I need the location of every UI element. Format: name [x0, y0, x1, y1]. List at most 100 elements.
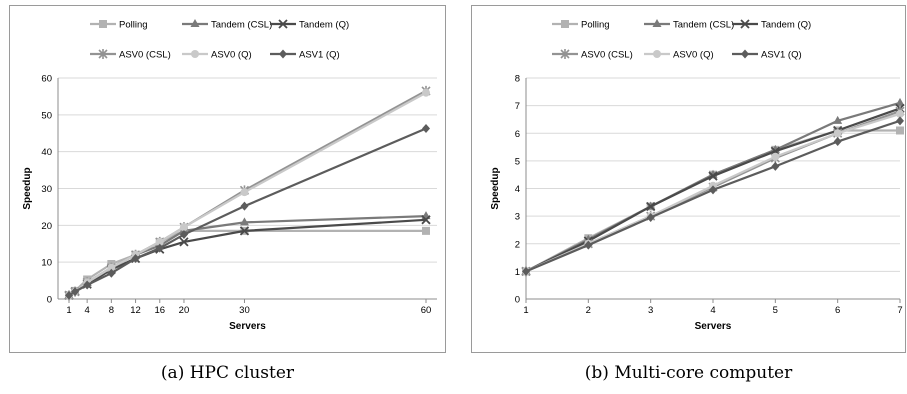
legend-label-polling: Polling	[119, 20, 148, 31]
data-point-tandem-csl	[833, 115, 843, 124]
data-point-asv1-q	[833, 137, 842, 147]
caption-hpc-cluster: (a) HPC cluster	[160, 363, 295, 383]
data-point-asv0-q	[833, 129, 842, 138]
x-tick-label: 20	[179, 305, 190, 316]
series-group	[64, 85, 431, 301]
legend-label-tandem-csl: Tandem (CSL)	[673, 20, 734, 31]
data-point-asv1-q	[131, 253, 140, 263]
x-tick-label: 1	[66, 305, 71, 316]
data-point-polling	[896, 126, 904, 135]
data-point-asv0-q	[107, 263, 116, 272]
x-tick-label: 3	[648, 305, 653, 316]
x-tick-label: 30	[239, 305, 250, 316]
x-tick-label: 16	[154, 305, 165, 316]
data-point-tandem-q	[708, 171, 718, 181]
legend-label-tandem-q: Tandem (Q)	[299, 20, 349, 31]
data-point-asv0-q	[240, 188, 249, 197]
y-tick-label: 50	[41, 110, 52, 121]
legend: Polling Tandem (CSL) Tandem (Q) ASV0 (CSL) A…	[552, 19, 811, 61]
data-point-asv0-q	[896, 109, 904, 118]
chart-panel-hpc: 0 10 20 30 40 50 60 1 4 8 12 16 20 30 60 Servers Speedup…	[9, 5, 446, 353]
y-tick-label: 1	[515, 267, 520, 278]
legend-marker-tandem-csl	[652, 19, 662, 27]
legend-label-asv0-q: ASV0 (Q)	[211, 50, 252, 61]
data-point-tandem-q	[239, 226, 250, 236]
x-tick-label: 12	[130, 305, 141, 316]
legend-marker-asv0-csl	[560, 49, 570, 59]
legend-label-tandem-csl: Tandem (CSL)	[211, 20, 272, 31]
legend-label-asv0-csl: ASV0 (CSL)	[581, 50, 633, 61]
x-tick-label: 8	[109, 305, 114, 316]
data-point-asv1-q	[65, 290, 73, 300]
data-point-asv1-q	[422, 123, 430, 133]
legend-marker-polling	[561, 20, 569, 28]
legend-marker-tandem-q	[740, 19, 750, 29]
data-point-tandem-csl	[895, 97, 905, 106]
legend-label-tandem-q: Tandem (Q)	[761, 20, 811, 31]
y-tick-label: 3	[515, 212, 520, 223]
y-tick-label: 30	[41, 184, 52, 195]
legend-label-polling: Polling	[581, 20, 610, 31]
legend-marker-polling	[99, 20, 107, 28]
y-tick-label: 5	[515, 156, 520, 167]
legend: Polling Tandem (CSL) Tandem (Q) ASV0 (CSL) A…	[90, 19, 349, 61]
data-point-asv0-q	[179, 223, 188, 232]
data-point-tandem-q	[179, 237, 189, 247]
x-tick-label: 7	[897, 305, 902, 316]
data-point-asv1-q	[771, 161, 780, 171]
series-line-polling	[68, 229, 426, 297]
x-tick-label: 2	[586, 305, 591, 316]
y-tick-label: 7	[515, 101, 520, 112]
legend-label-asv0-q: ASV0 (Q)	[673, 50, 714, 61]
data-point-asv1-q	[83, 280, 92, 290]
y-tick-label: 10	[41, 258, 52, 269]
data-point-asv1-q	[709, 185, 717, 195]
legend-marker-tandem-csl	[190, 19, 200, 27]
legend-label-asv0-csl: ASV0 (CSL)	[119, 50, 171, 61]
x-axis-title: Servers	[695, 321, 732, 332]
legend-label-asv1-q: ASV1 (Q)	[299, 50, 340, 61]
y-tick-label: 2	[515, 239, 520, 250]
data-point-tandem-csl	[239, 217, 249, 226]
series-line-polling	[525, 129, 900, 273]
data-point-asv1-q	[584, 240, 593, 250]
data-point-asv1-q	[71, 287, 80, 297]
chart-hpc-cluster: 0 10 20 30 40 50 60 1 4 8 12 16 20 30 60 Servers Speedup…	[22, 19, 437, 332]
y-tick-label: 8	[515, 74, 520, 85]
y-tick-label: 0	[515, 295, 520, 306]
x-tick-label: 60	[421, 305, 432, 316]
legend-marker-asv1-q	[279, 49, 287, 59]
data-point-asv1-q	[155, 243, 164, 253]
data-point-asv0-q	[422, 88, 430, 97]
y-axis-title: Speedup	[22, 167, 33, 209]
legend-label-asv1-q: ASV1 (Q)	[761, 50, 802, 61]
series-line-asv1-q	[525, 119, 901, 273]
y-tick-label: 0	[47, 295, 52, 306]
legend-marker-asv1-q	[741, 49, 749, 59]
data-point-asv1-q	[522, 266, 530, 276]
y-axis-title: Speedup	[490, 167, 501, 209]
series-line-asv1-q	[68, 127, 427, 297]
y-tick-label: 20	[41, 221, 52, 232]
y-tick-label: 4	[515, 184, 520, 195]
data-point-asv1-q	[240, 201, 249, 211]
data-point-asv1-q	[107, 268, 116, 278]
data-point-polling	[422, 226, 430, 235]
data-point-asv0-q	[771, 152, 780, 161]
caption-multi-core: (b) Multi-core computer	[584, 363, 793, 383]
data-point-tandem-q	[646, 201, 656, 212]
x-tick-label: 4	[85, 305, 90, 316]
y-tick-label: 6	[515, 129, 520, 140]
legend-marker-tandem-q	[278, 19, 288, 29]
legend-marker-asv0-csl	[98, 49, 108, 59]
chart-panel-multicore: 0 1 2 3 4 5 6 7 8 1 2 3 4 5 6 7 Servers Speedup Polling Tan…	[471, 5, 906, 353]
data-point-tandem-q	[421, 215, 431, 225]
series-group	[521, 97, 905, 277]
data-point-asv1-q	[896, 116, 904, 126]
data-point-asv0-q	[155, 237, 164, 246]
legend-marker-asv0-q	[653, 50, 661, 58]
x-tick-label: 1	[523, 305, 528, 316]
y-tick-label: 60	[41, 74, 52, 85]
